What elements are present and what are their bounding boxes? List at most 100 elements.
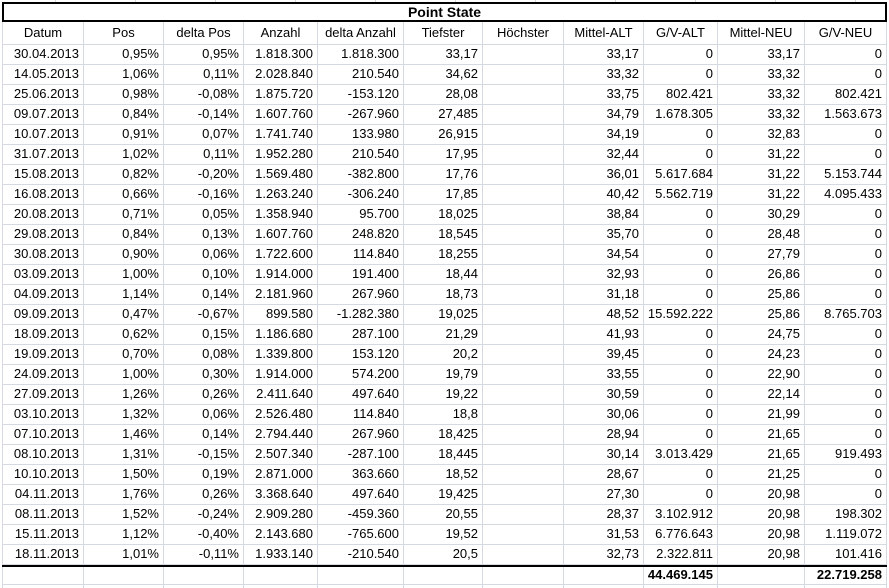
table-cell[interactable]: 0 bbox=[644, 125, 718, 144]
table-cell[interactable]: 0,62% bbox=[84, 325, 164, 344]
table-cell[interactable]: 1,06% bbox=[84, 65, 164, 84]
table-cell[interactable]: 1,31% bbox=[84, 445, 164, 464]
table-cell[interactable]: 0,47% bbox=[84, 305, 164, 324]
table-cell[interactable]: 30.04.2013 bbox=[2, 45, 84, 64]
table-cell[interactable]: 33,17 bbox=[564, 45, 644, 64]
table-cell[interactable]: 21,29 bbox=[404, 325, 483, 344]
table-cell[interactable]: 19.09.2013 bbox=[2, 345, 84, 364]
table-cell[interactable] bbox=[483, 105, 564, 124]
table-cell[interactable]: 17,76 bbox=[404, 165, 483, 184]
table-cell[interactable]: 0 bbox=[644, 145, 718, 164]
table-cell[interactable]: 0,26% bbox=[164, 485, 244, 504]
table-cell[interactable]: 0,26% bbox=[164, 385, 244, 404]
table-cell[interactable]: 0,71% bbox=[84, 205, 164, 224]
table-cell[interactable]: 03.09.2013 bbox=[2, 265, 84, 284]
table-cell[interactable]: 1.818.300 bbox=[244, 45, 318, 64]
table-cell[interactable] bbox=[2, 567, 84, 584]
table-cell[interactable]: 15.11.2013 bbox=[2, 525, 84, 544]
table-cell[interactable]: 33,32 bbox=[718, 105, 805, 124]
table-cell[interactable]: 95.700 bbox=[318, 205, 404, 224]
table-cell[interactable]: 31,22 bbox=[718, 185, 805, 204]
table-cell[interactable] bbox=[84, 567, 164, 584]
table-cell[interactable]: 0 bbox=[644, 65, 718, 84]
table-cell[interactable]: 32,73 bbox=[564, 545, 644, 564]
table-cell[interactable]: 1.818.300 bbox=[318, 45, 404, 64]
table-cell[interactable]: 28,48 bbox=[718, 225, 805, 244]
table-cell[interactable]: 31.07.2013 bbox=[2, 145, 84, 164]
table-cell[interactable]: 1,52% bbox=[84, 505, 164, 524]
table-cell[interactable]: 919.493 bbox=[805, 445, 887, 464]
table-cell[interactable]: 0,14% bbox=[164, 285, 244, 304]
column-header-datum[interactable]: Datum bbox=[2, 22, 84, 44]
table-cell[interactable] bbox=[483, 245, 564, 264]
table-cell[interactable]: 1.914.000 bbox=[244, 265, 318, 284]
table-cell[interactable]: 5.617.684 bbox=[644, 165, 718, 184]
table-cell[interactable] bbox=[483, 225, 564, 244]
table-cell[interactable]: 0,95% bbox=[164, 45, 244, 64]
table-cell[interactable] bbox=[483, 285, 564, 304]
table-cell[interactable]: 0 bbox=[644, 425, 718, 444]
table-cell[interactable]: 10.07.2013 bbox=[2, 125, 84, 144]
table-cell[interactable]: 574.200 bbox=[318, 365, 404, 384]
table-cell[interactable]: 248.820 bbox=[318, 225, 404, 244]
table-cell[interactable]: 0 bbox=[805, 125, 887, 144]
table-cell[interactable]: 26,86 bbox=[718, 265, 805, 284]
table-cell[interactable]: 267.960 bbox=[318, 285, 404, 304]
table-cell[interactable]: 0,90% bbox=[84, 245, 164, 264]
table-cell[interactable]: 07.10.2013 bbox=[2, 425, 84, 444]
table-cell[interactable]: 2.871.000 bbox=[244, 465, 318, 484]
table-cell[interactable]: 22,14 bbox=[718, 385, 805, 404]
column-header-mittel-alt[interactable]: Mittel-ALT bbox=[564, 22, 644, 44]
table-cell[interactable]: 191.400 bbox=[318, 265, 404, 284]
table-cell[interactable]: 1.563.673 bbox=[805, 105, 887, 124]
table-cell[interactable]: 35,70 bbox=[564, 225, 644, 244]
table-cell[interactable]: 0 bbox=[805, 245, 887, 264]
table-cell[interactable]: 09.09.2013 bbox=[2, 305, 84, 324]
table-cell[interactable]: -459.360 bbox=[318, 505, 404, 524]
table-cell[interactable]: 17,95 bbox=[404, 145, 483, 164]
table-cell[interactable]: -765.600 bbox=[318, 525, 404, 544]
table-cell[interactable]: 30.08.2013 bbox=[2, 245, 84, 264]
table-cell[interactable]: 33,32 bbox=[564, 65, 644, 84]
table-cell[interactable]: -0,16% bbox=[164, 185, 244, 204]
table-cell[interactable]: 1,00% bbox=[84, 265, 164, 284]
table-cell[interactable]: 18,8 bbox=[404, 405, 483, 424]
table-cell[interactable]: 28,37 bbox=[564, 505, 644, 524]
table-cell[interactable]: 27,79 bbox=[718, 245, 805, 264]
column-header-h-chster[interactable]: Höchster bbox=[483, 22, 564, 44]
gv-neu-total-cell[interactable]: 22.719.258 bbox=[805, 567, 887, 584]
table-cell[interactable]: 18,255 bbox=[404, 245, 483, 264]
table-cell[interactable]: 1,76% bbox=[84, 485, 164, 504]
table-cell[interactable]: 0,15% bbox=[164, 325, 244, 344]
table-cell[interactable]: 41,93 bbox=[564, 325, 644, 344]
table-cell[interactable]: 210.540 bbox=[318, 65, 404, 84]
table-cell[interactable]: 0,06% bbox=[164, 245, 244, 264]
table-cell[interactable]: 0,70% bbox=[84, 345, 164, 364]
table-cell[interactable]: 1.933.140 bbox=[244, 545, 318, 564]
table-cell[interactable]: 19,22 bbox=[404, 385, 483, 404]
table-cell[interactable]: 20,98 bbox=[718, 505, 805, 524]
table-cell[interactable]: 39,45 bbox=[564, 345, 644, 364]
table-cell[interactable]: 17,85 bbox=[404, 185, 483, 204]
table-cell[interactable]: 15.592.222 bbox=[644, 305, 718, 324]
table-cell[interactable]: 32,83 bbox=[718, 125, 805, 144]
table-cell[interactable]: 0 bbox=[644, 205, 718, 224]
table-cell[interactable]: 04.11.2013 bbox=[2, 485, 84, 504]
table-cell[interactable]: 26,915 bbox=[404, 125, 483, 144]
table-cell[interactable]: 0,84% bbox=[84, 225, 164, 244]
table-cell[interactable] bbox=[164, 567, 244, 584]
table-cell[interactable]: 0,11% bbox=[164, 145, 244, 164]
table-cell[interactable]: 10.10.2013 bbox=[2, 465, 84, 484]
table-cell[interactable]: 802.421 bbox=[805, 85, 887, 104]
table-cell[interactable]: 0 bbox=[644, 365, 718, 384]
table-cell[interactable]: 0,13% bbox=[164, 225, 244, 244]
table-cell[interactable]: 0 bbox=[644, 405, 718, 424]
table-cell[interactable]: 0 bbox=[805, 405, 887, 424]
table-cell[interactable]: 1,02% bbox=[84, 145, 164, 164]
table-cell[interactable] bbox=[483, 465, 564, 484]
table-cell[interactable]: 0 bbox=[805, 45, 887, 64]
table-cell[interactable]: 0 bbox=[805, 225, 887, 244]
table-cell[interactable] bbox=[483, 545, 564, 564]
table-cell[interactable]: 21,65 bbox=[718, 445, 805, 464]
table-cell[interactable] bbox=[483, 45, 564, 64]
